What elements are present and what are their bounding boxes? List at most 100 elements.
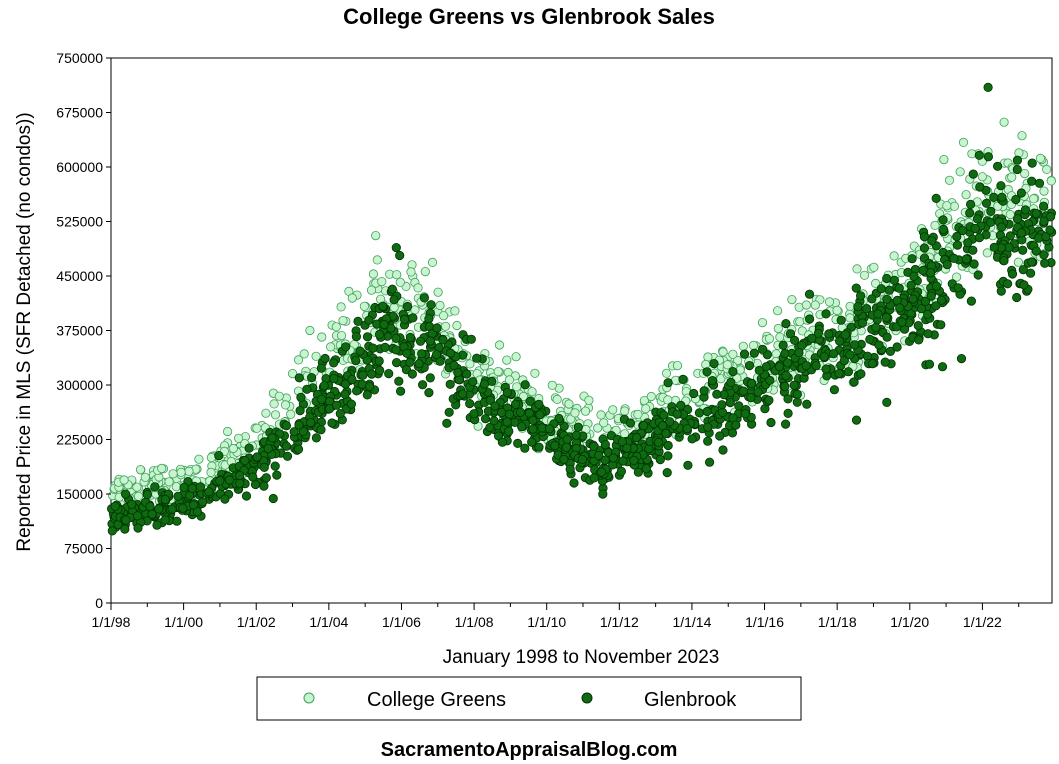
- data-point: [633, 467, 644, 477]
- data-point: [329, 374, 339, 384]
- data-point: [528, 424, 538, 434]
- data-point: [792, 389, 802, 399]
- data-point: [908, 294, 918, 304]
- data-point: [689, 388, 699, 399]
- data-point: [504, 426, 514, 436]
- data-point: [252, 452, 262, 462]
- data-point: [953, 283, 963, 293]
- data-point: [379, 319, 389, 330]
- data-point: [462, 369, 472, 379]
- data-point: [882, 273, 892, 284]
- data-point: [176, 467, 186, 477]
- data-point: [996, 181, 1006, 191]
- data-point: [906, 280, 916, 290]
- data-point: [967, 149, 977, 159]
- data-point: [358, 370, 368, 380]
- data-point: [773, 323, 783, 334]
- data-point: [528, 415, 538, 425]
- data-point: [353, 316, 363, 326]
- data-point: [618, 456, 628, 466]
- data-point: [765, 375, 775, 385]
- x-tick-label: 1/1/22: [963, 614, 1002, 630]
- data-point: [594, 450, 604, 460]
- data-point: [676, 400, 686, 410]
- data-point: [678, 374, 688, 384]
- data-point: [942, 259, 952, 270]
- data-point: [843, 367, 854, 377]
- data-point: [127, 499, 137, 509]
- legend-box: [256, 676, 802, 721]
- data-point: [432, 323, 442, 333]
- data-point: [924, 359, 935, 369]
- data-point: [562, 434, 572, 445]
- data-point: [445, 379, 455, 389]
- data-point: [289, 427, 299, 437]
- data-point: [821, 309, 831, 319]
- data-point: [565, 464, 575, 474]
- data-point: [1041, 232, 1051, 242]
- data-point: [364, 381, 375, 392]
- data-point: [399, 314, 410, 324]
- data-point: [965, 199, 976, 209]
- data-point: [754, 365, 764, 375]
- data-point: [171, 482, 181, 492]
- data-point: [717, 407, 728, 417]
- data-point: [465, 398, 475, 409]
- data-point: [520, 380, 530, 390]
- data-point: [535, 410, 545, 420]
- data-point: [913, 320, 923, 331]
- data-point: [502, 355, 512, 365]
- data-point: [341, 342, 351, 352]
- data-point: [766, 417, 776, 428]
- data-point: [849, 340, 860, 350]
- data-point: [413, 283, 423, 293]
- data-point: [424, 314, 434, 324]
- data-point: [923, 329, 933, 339]
- data-point: [989, 242, 999, 252]
- data-point: [1046, 212, 1056, 222]
- data-point: [438, 311, 449, 321]
- data-point: [974, 233, 985, 243]
- data-point: [298, 426, 308, 436]
- x-tick-label: 1/1/00: [164, 614, 203, 630]
- data-point: [480, 414, 491, 424]
- x-tick-label: 1/1/18: [818, 614, 857, 630]
- data-point: [922, 309, 933, 319]
- data-point: [1026, 268, 1036, 278]
- x-tick-label: 1/1/04: [309, 614, 348, 630]
- data-point: [804, 289, 815, 299]
- data-point: [861, 304, 872, 314]
- data-point: [417, 349, 427, 359]
- data-point: [331, 400, 342, 410]
- data-point: [881, 312, 891, 322]
- data-point: [938, 224, 949, 235]
- data-point: [391, 243, 401, 253]
- data-point: [320, 353, 330, 364]
- data-point: [281, 441, 292, 451]
- data-point: [468, 377, 478, 387]
- y-tick-label: 150000: [56, 486, 103, 502]
- data-point: [919, 232, 930, 242]
- data-point: [804, 314, 815, 324]
- data-point: [876, 284, 886, 294]
- data-point: [306, 372, 317, 383]
- data-point: [983, 152, 994, 162]
- data-point: [683, 460, 693, 470]
- series-glenbrook: [107, 82, 1057, 536]
- data-point: [371, 231, 381, 241]
- data-point: [882, 294, 892, 304]
- data-point: [453, 367, 463, 378]
- data-point: [931, 193, 941, 203]
- data-point: [589, 441, 599, 451]
- data-point: [738, 341, 748, 351]
- data-point: [417, 380, 428, 390]
- data-point: [194, 454, 204, 464]
- data-point: [302, 384, 312, 394]
- data-point: [402, 348, 412, 358]
- data-point: [936, 320, 946, 330]
- data-point: [620, 406, 630, 416]
- data-point: [856, 369, 866, 379]
- data-point: [1040, 258, 1050, 268]
- data-point: [351, 356, 361, 366]
- data-point: [1029, 194, 1039, 204]
